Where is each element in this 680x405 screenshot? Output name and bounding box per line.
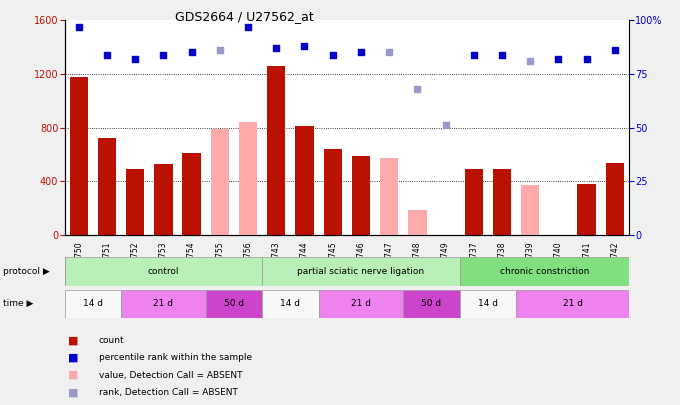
Bar bbox=[577, 184, 596, 235]
Bar bbox=[516, 290, 629, 318]
Bar bbox=[318, 290, 403, 318]
Point bbox=[186, 49, 197, 55]
Text: 14 d: 14 d bbox=[478, 299, 498, 308]
Text: count: count bbox=[99, 336, 124, 345]
Bar bbox=[295, 126, 313, 235]
Text: ■: ■ bbox=[68, 388, 78, 397]
Bar bbox=[493, 169, 511, 235]
Point bbox=[412, 86, 423, 92]
Point bbox=[553, 55, 564, 62]
Bar bbox=[69, 77, 88, 235]
Bar bbox=[182, 153, 201, 235]
Bar bbox=[380, 158, 398, 235]
Bar bbox=[460, 257, 629, 286]
Bar bbox=[121, 290, 205, 318]
Bar bbox=[464, 169, 483, 235]
Text: control: control bbox=[148, 267, 179, 276]
Point bbox=[243, 23, 254, 30]
Bar bbox=[262, 290, 318, 318]
Bar bbox=[262, 257, 460, 286]
Bar bbox=[606, 163, 624, 235]
Point bbox=[214, 47, 225, 53]
Text: partial sciatic nerve ligation: partial sciatic nerve ligation bbox=[297, 267, 424, 276]
Point bbox=[73, 23, 84, 30]
Point bbox=[440, 122, 451, 129]
Point bbox=[609, 47, 620, 53]
Text: 21 d: 21 d bbox=[562, 299, 583, 308]
Text: 21 d: 21 d bbox=[154, 299, 173, 308]
Text: percentile rank within the sample: percentile rank within the sample bbox=[99, 353, 252, 362]
Text: ■: ■ bbox=[68, 370, 78, 380]
Point bbox=[130, 55, 141, 62]
Text: rank, Detection Call = ABSENT: rank, Detection Call = ABSENT bbox=[99, 388, 237, 397]
Point bbox=[271, 45, 282, 51]
Point bbox=[356, 49, 367, 55]
Bar bbox=[154, 164, 173, 235]
Text: 50 d: 50 d bbox=[224, 299, 244, 308]
Text: time ▶: time ▶ bbox=[3, 299, 34, 308]
Bar bbox=[521, 185, 539, 235]
Text: GDS2664 / U27562_at: GDS2664 / U27562_at bbox=[175, 10, 314, 23]
Text: chronic constriction: chronic constriction bbox=[500, 267, 589, 276]
Bar bbox=[98, 139, 116, 235]
Point bbox=[101, 51, 112, 58]
Bar bbox=[126, 169, 144, 235]
Text: ■: ■ bbox=[68, 335, 78, 345]
Bar bbox=[352, 156, 370, 235]
Text: 14 d: 14 d bbox=[83, 299, 103, 308]
Point bbox=[581, 55, 592, 62]
Bar bbox=[205, 290, 262, 318]
Bar bbox=[65, 290, 121, 318]
Point bbox=[469, 51, 479, 58]
Point bbox=[525, 58, 536, 64]
Point bbox=[384, 49, 394, 55]
Text: 14 d: 14 d bbox=[280, 299, 301, 308]
Bar bbox=[324, 149, 342, 235]
Bar bbox=[408, 210, 426, 235]
Bar bbox=[403, 290, 460, 318]
Bar bbox=[211, 129, 229, 235]
Bar bbox=[460, 290, 516, 318]
Bar bbox=[239, 122, 257, 235]
Text: protocol ▶: protocol ▶ bbox=[3, 267, 50, 276]
Point bbox=[158, 51, 169, 58]
Text: ■: ■ bbox=[68, 353, 78, 362]
Text: value, Detection Call = ABSENT: value, Detection Call = ABSENT bbox=[99, 371, 242, 379]
Point bbox=[299, 43, 310, 49]
Bar bbox=[267, 66, 286, 235]
Bar bbox=[65, 257, 262, 286]
Point bbox=[327, 51, 338, 58]
Text: 50 d: 50 d bbox=[422, 299, 441, 308]
Text: 21 d: 21 d bbox=[351, 299, 371, 308]
Point bbox=[496, 51, 507, 58]
